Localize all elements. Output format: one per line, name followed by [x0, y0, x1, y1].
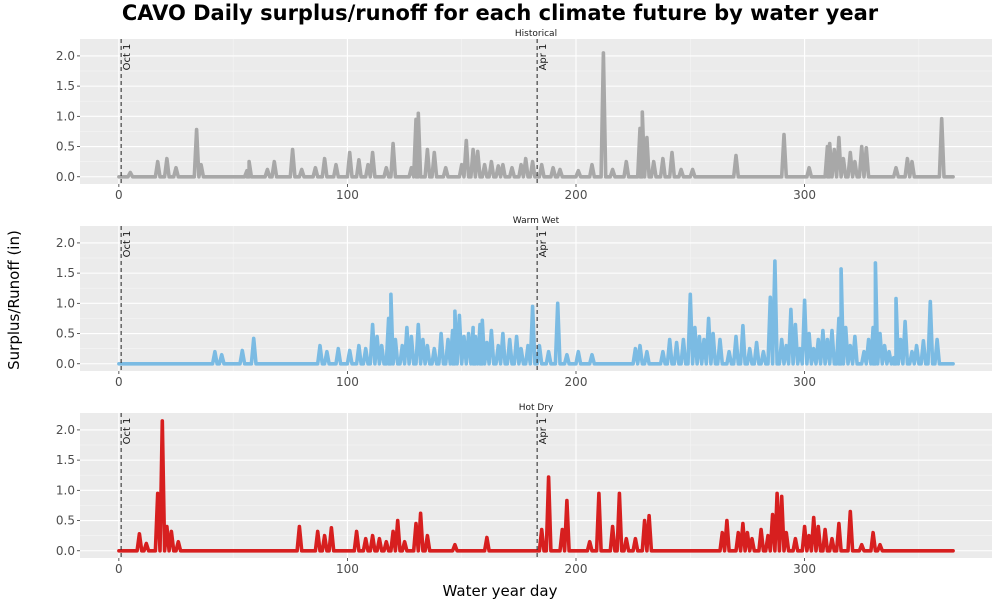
panel-warm-wet: Warm Wet 0.0 0.5 1.0 1.5 2.0 0 100 200 300 Oct 1 Ap…	[56, 216, 992, 389]
reference-line-label: Oct 1	[122, 418, 133, 445]
y-tick-label: 1.0	[56, 483, 75, 497]
series-line	[117, 51, 955, 179]
x-tick-label: 0	[115, 375, 123, 389]
panel-historical: Historical 0.0 0.5 1.0 1.5 2.0 0 100 200 300 Oct 1…	[56, 29, 992, 202]
reference-line-label: Apr 1	[538, 44, 549, 71]
y-tick-label: 0.5	[56, 140, 75, 154]
x-tick-label: 200	[565, 562, 588, 576]
series-line	[117, 259, 955, 366]
series-line	[117, 419, 955, 553]
y-tick-label: 1.0	[56, 109, 75, 123]
y-tick-label: 2.0	[56, 423, 75, 437]
x-tick-label: 300	[793, 188, 816, 202]
x-tick-label: 200	[565, 375, 588, 389]
x-tick-label: 0	[115, 188, 123, 202]
chart-title: CAVO Daily surplus/runoff for each clima…	[121, 1, 879, 25]
x-tick-label: 200	[565, 188, 588, 202]
x-tick-label: 300	[793, 562, 816, 576]
y-tick-label: 1.0	[56, 296, 75, 310]
x-tick-label: 100	[336, 375, 359, 389]
y-tick-label: 0.0	[56, 357, 75, 371]
y-tick-label: 2.0	[56, 49, 75, 63]
y-tick-label: 1.5	[56, 453, 75, 467]
x-tick-label: 100	[336, 562, 359, 576]
y-tick-label: 2.0	[56, 236, 75, 250]
panel-strip-label: Hot Dry	[519, 403, 554, 413]
reference-line-label: Apr 1	[538, 418, 549, 445]
x-tick-label: 0	[115, 562, 123, 576]
y-tick-label: 0.5	[56, 514, 75, 528]
y-tick-label: 0.0	[56, 544, 75, 558]
reference-line-label: Apr 1	[538, 231, 549, 258]
y-tick-label: 1.5	[56, 79, 75, 93]
panel-strip-label: Historical	[515, 29, 557, 39]
x-axis-label: Water year day	[442, 582, 558, 600]
y-tick-label: 0.5	[56, 327, 75, 341]
panel-hot-dry: Hot Dry 0.0 0.5 1.0 1.5 2.0 0 100 200 300 Oct 1 Apr…	[56, 403, 992, 576]
x-tick-label: 100	[336, 188, 359, 202]
reference-line-label: Oct 1	[122, 231, 133, 258]
panel-background	[80, 413, 992, 558]
y-tick-label: 1.5	[56, 266, 75, 280]
panel-strip-label: Warm Wet	[513, 216, 560, 226]
reference-line-label: Oct 1	[122, 44, 133, 71]
y-axis-label: Surplus/Runoff (in)	[5, 230, 23, 370]
y-tick-label: 0.0	[56, 170, 75, 184]
x-tick-label: 300	[793, 375, 816, 389]
